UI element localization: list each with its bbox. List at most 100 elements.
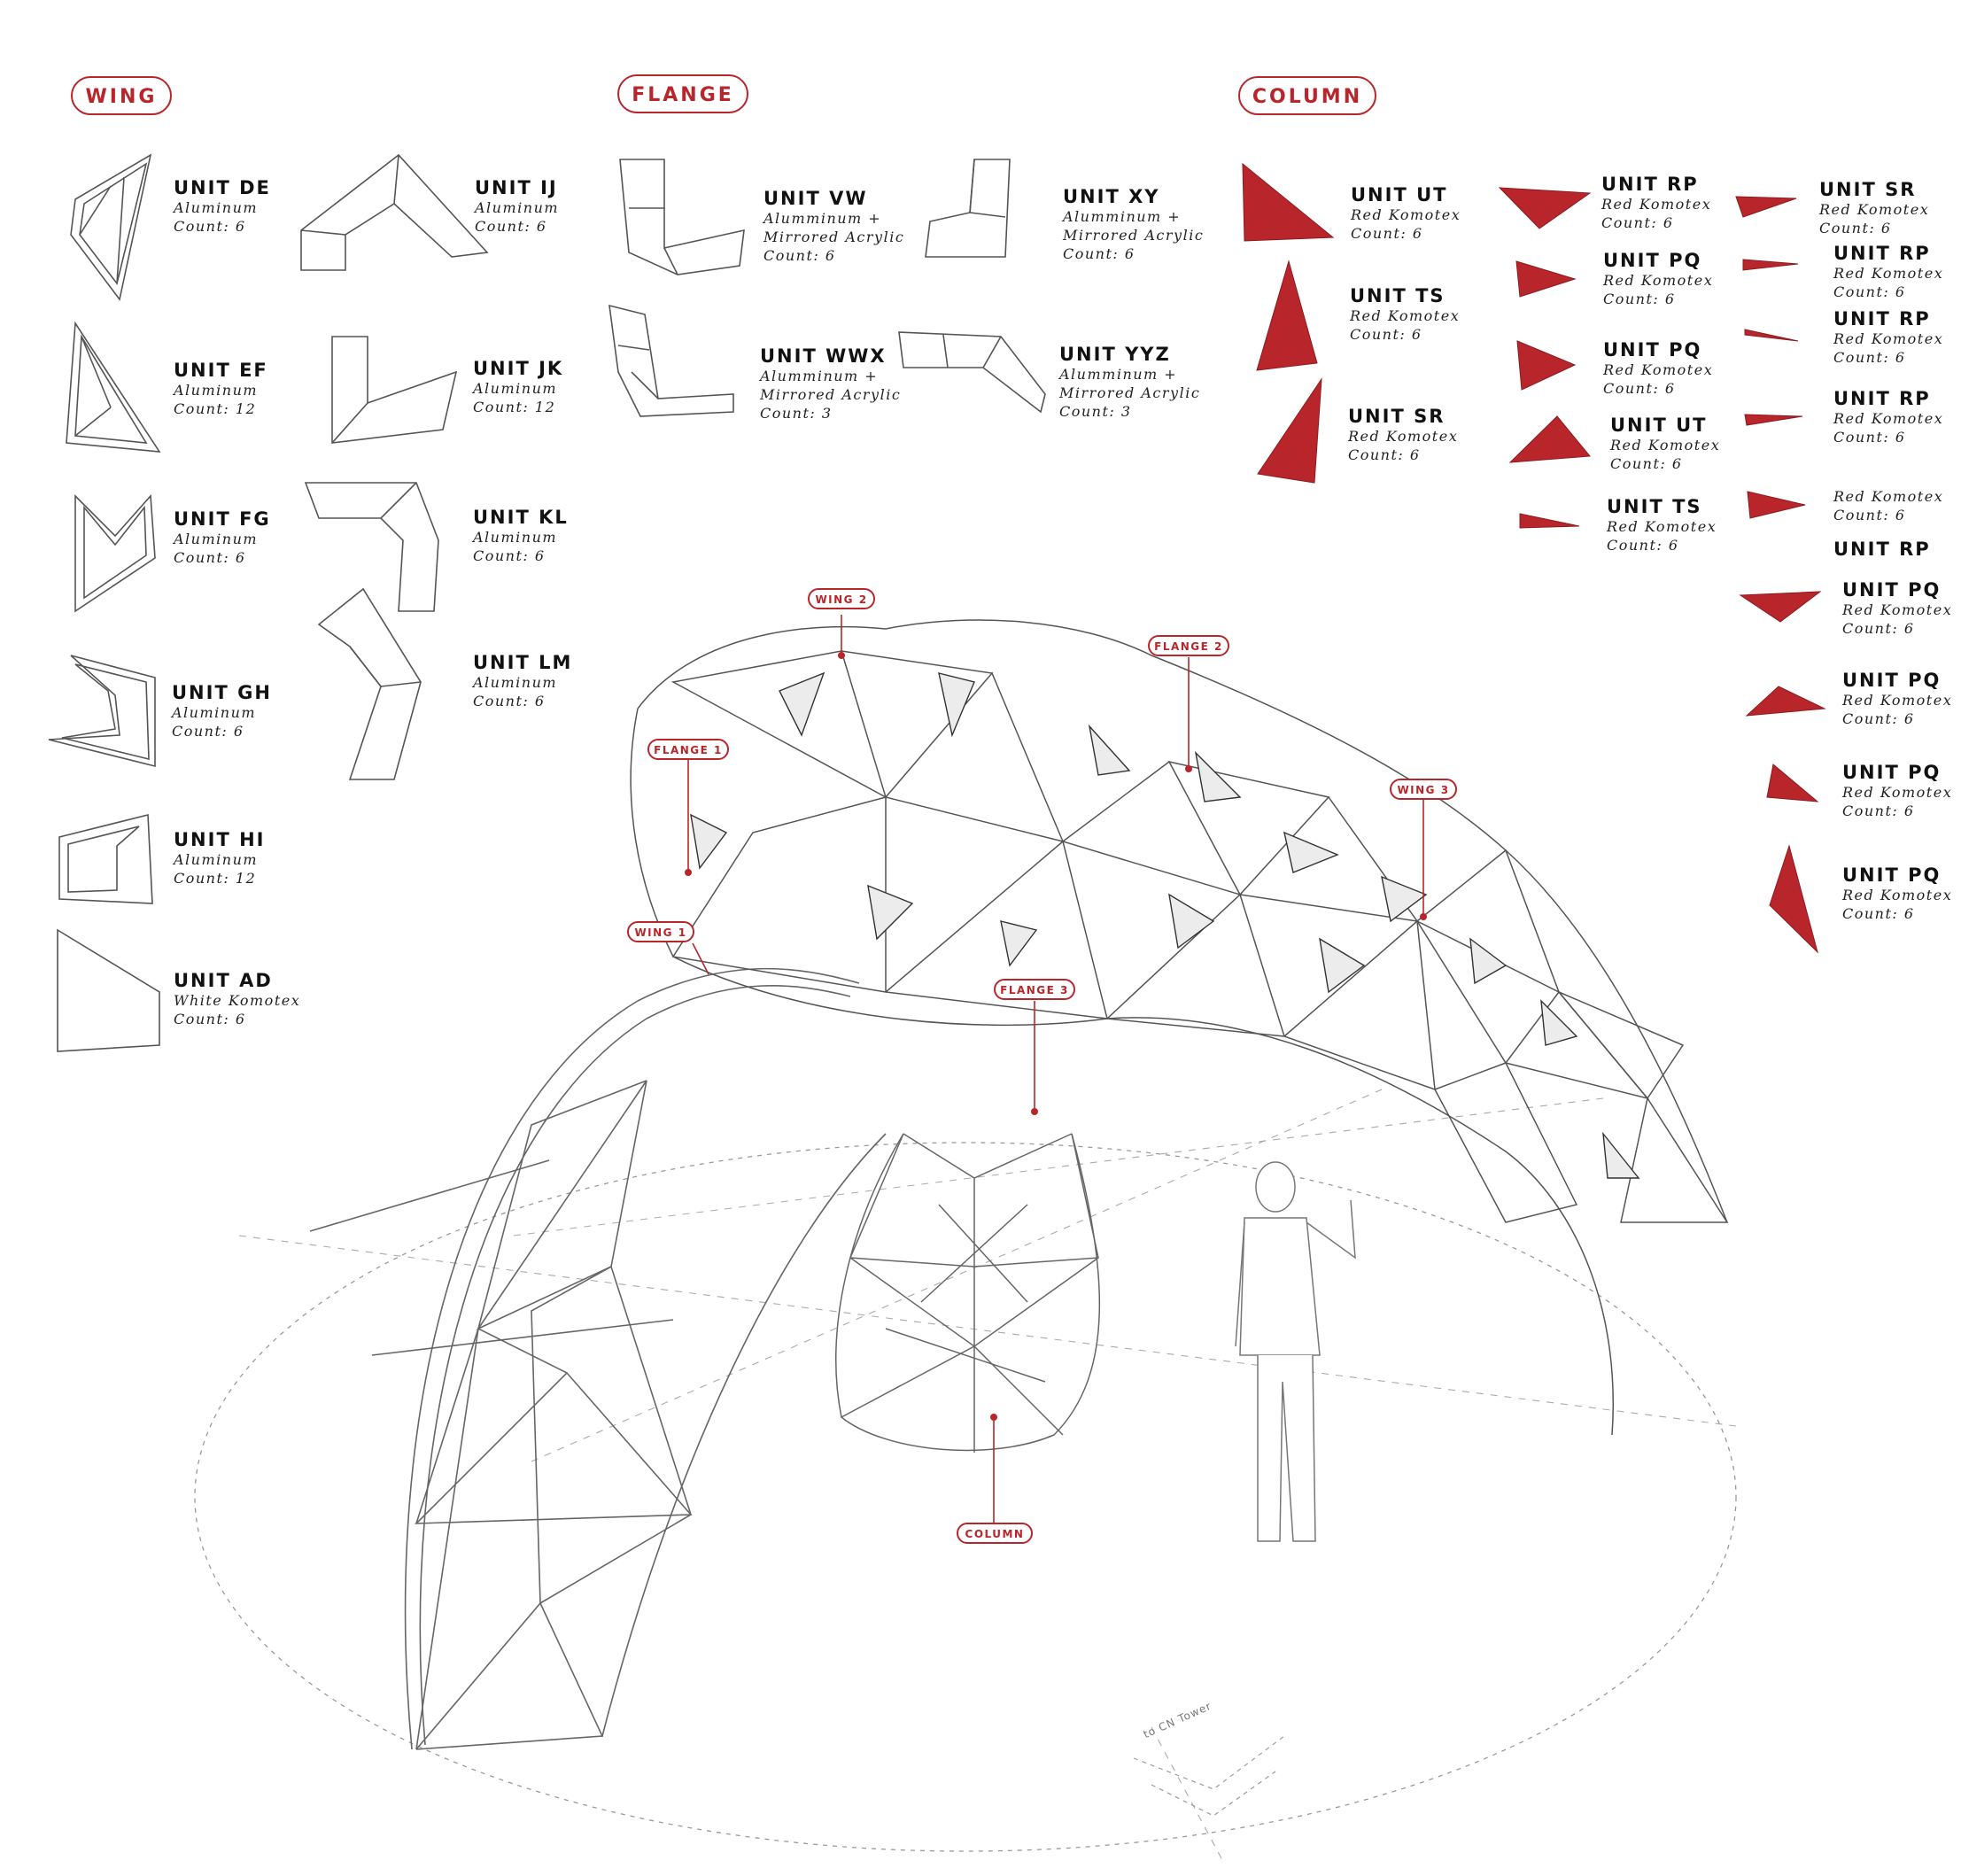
unit-name: UNIT FG bbox=[174, 508, 271, 530]
unit-name: UNIT UT bbox=[1610, 415, 1708, 436]
unit-count: Count: 6 bbox=[1601, 214, 1674, 231]
unit-material: Red Komotex bbox=[1833, 488, 1944, 505]
unit-ij-label: UNIT IJ Aluminum Count: 6 bbox=[475, 177, 559, 236]
unit-name: UNIT XY bbox=[1063, 186, 1160, 207]
unit-count: Count: 6 bbox=[1833, 429, 1906, 446]
unit-name: UNIT TS bbox=[1350, 285, 1446, 306]
unit-material: Aluminum bbox=[172, 704, 257, 721]
unit-material: Red Komotex bbox=[1842, 887, 1953, 903]
unit-count: Count: 6 bbox=[763, 247, 836, 264]
unit-pq-shape-1 bbox=[1515, 260, 1577, 298]
column-unit-pq-label-1: UNIT PQ Red Komotex Count: 6 bbox=[1603, 250, 1713, 308]
unit-name: UNIT YYZ bbox=[1059, 344, 1171, 365]
unit-count: Count: 12 bbox=[473, 399, 556, 415]
unit-name: UNIT RP bbox=[1833, 388, 1931, 409]
unit-xy-shape bbox=[925, 159, 1011, 258]
unit-fg-shape bbox=[74, 494, 156, 613]
unit-kl-shape bbox=[304, 482, 439, 612]
column-unit-sr-label-2: UNIT SR Red Komotex Count: 6 bbox=[1819, 179, 1929, 237]
unit-pq-shape-5 bbox=[1766, 764, 1819, 802]
unit-rp-shape-1 bbox=[1498, 187, 1592, 229]
unit-name: UNIT VW bbox=[763, 188, 868, 209]
callout-flange-1: FLANGE 1 bbox=[647, 739, 729, 760]
unit-material: Alumminum + bbox=[1063, 208, 1182, 225]
column-unit-ts-label: UNIT TS Red Komotex Count: 6 bbox=[1350, 285, 1460, 344]
pavilion-drawing bbox=[194, 615, 1737, 1861]
unit-name: UNIT RP bbox=[1833, 308, 1931, 329]
unit-rp-shape-3 bbox=[1744, 329, 1799, 342]
column-unit-pq-label-3: UNIT PQ Red Komotex Count: 6 bbox=[1842, 579, 1952, 638]
unit-name: UNIT WWX bbox=[760, 345, 887, 367]
unit-kl-label: UNIT KL Aluminum Count: 6 bbox=[473, 507, 569, 565]
unit-count: Count: 3 bbox=[760, 405, 833, 422]
unit-name: UNIT RP bbox=[1601, 174, 1699, 195]
unit-material: Red Komotex bbox=[1348, 428, 1459, 445]
unit-count: Count: 6 bbox=[1607, 537, 1679, 554]
unit-count: Count: 6 bbox=[174, 1011, 246, 1027]
unit-material-secondary: Mirrored Acrylic bbox=[1063, 227, 1205, 244]
callout-wing-2: WING 2 bbox=[808, 588, 875, 609]
unit-count: Count: 6 bbox=[1348, 446, 1421, 463]
unit-material: Aluminum bbox=[174, 531, 259, 547]
unit-xy-label: UNIT XY Alumminum + Mirrored Acrylic Cou… bbox=[1063, 186, 1204, 263]
unit-name: UNIT PQ bbox=[1842, 864, 1942, 886]
unit-count: Count: 6 bbox=[174, 549, 246, 566]
unit-material: Aluminum bbox=[174, 382, 259, 399]
wing-category-label: WING bbox=[71, 76, 172, 115]
unit-name: UNIT PQ bbox=[1842, 579, 1942, 601]
unit-material: Alumminum + bbox=[1059, 366, 1178, 383]
unit-count: Count: 6 bbox=[1833, 507, 1906, 523]
column-unit-rp-label-4: UNIT RP Red Komotex Count: 6 bbox=[1833, 388, 1943, 446]
unit-name: UNIT PQ bbox=[1842, 670, 1942, 691]
unit-gh-label: UNIT GH Aluminum Count: 6 bbox=[172, 682, 272, 740]
unit-material: White Komotex bbox=[174, 992, 301, 1009]
column-unit-ut-label-2: UNIT UT Red Komotex Count: 6 bbox=[1610, 415, 1720, 473]
unit-name: UNIT AD bbox=[174, 970, 273, 991]
unit-rp-shape-5 bbox=[1747, 491, 1806, 519]
unit-material: Alumminum + bbox=[763, 210, 882, 227]
unit-jk-shape bbox=[331, 336, 458, 444]
unit-hi-shape bbox=[58, 813, 153, 904]
unit-ut-shape bbox=[1242, 162, 1335, 242]
unit-name: UNIT SR bbox=[1348, 406, 1446, 427]
unit-count: Count: 6 bbox=[1842, 620, 1915, 637]
callout-flange-3: FLANGE 3 bbox=[994, 979, 1075, 1000]
unit-rp-shape-4 bbox=[1744, 414, 1803, 426]
unit-material: Aluminum bbox=[475, 199, 560, 216]
column-unit-rp-label: UNIT RP Red Komotex Count: 6 bbox=[1601, 174, 1711, 232]
callout-wing-1: WING 1 bbox=[627, 921, 694, 942]
unit-name: UNIT HI bbox=[174, 829, 266, 850]
unit-name: UNIT PQ bbox=[1603, 250, 1702, 271]
unit-material: Red Komotex bbox=[1351, 206, 1461, 223]
unit-wwx-shape bbox=[608, 304, 734, 417]
unit-count: Count: 6 bbox=[1842, 802, 1915, 819]
unit-material: Aluminum bbox=[174, 199, 259, 216]
unit-yyz-shape bbox=[898, 331, 1046, 414]
unit-name: UNIT RP bbox=[1833, 539, 1931, 560]
unit-material: Red Komotex bbox=[1842, 601, 1953, 618]
column-unit-rp-label-2: UNIT RP Red Komotex Count: 6 bbox=[1833, 243, 1943, 301]
unit-ts-shape-2 bbox=[1519, 513, 1580, 529]
unit-ad-shape bbox=[57, 928, 160, 1052]
column-unit-pq-label-2: UNIT PQ Red Komotex Count: 6 bbox=[1603, 339, 1713, 398]
unit-name: UNIT PQ bbox=[1603, 339, 1702, 360]
column-unit-pq-label-4: UNIT PQ Red Komotex Count: 6 bbox=[1842, 670, 1952, 728]
column-unit-rp-label-3: UNIT RP Red Komotex Count: 6 bbox=[1833, 308, 1943, 367]
unit-material-secondary: Mirrored Acrylic bbox=[763, 229, 905, 245]
unit-count: Count: 6 bbox=[1063, 245, 1136, 262]
flange-category-label: FLANGE bbox=[617, 74, 748, 113]
site-ellipse bbox=[194, 1142, 1737, 1852]
column-unit-ts-label-2: UNIT TS Red Komotex Count: 6 bbox=[1607, 496, 1717, 554]
unit-material: Red Komotex bbox=[1842, 692, 1953, 709]
unit-count: Count: 6 bbox=[172, 723, 244, 740]
unit-name: UNIT JK bbox=[473, 358, 564, 379]
unit-name: UNIT TS bbox=[1607, 496, 1702, 517]
column-unit-pq-label-5: UNIT PQ Red Komotex Count: 6 bbox=[1842, 762, 1952, 820]
unit-material: Red Komotex bbox=[1833, 330, 1944, 347]
unit-material-secondary: Mirrored Acrylic bbox=[760, 386, 902, 403]
unit-material: Red Komotex bbox=[1610, 437, 1721, 453]
unit-sr-shape bbox=[1257, 377, 1322, 484]
human-scale-figure bbox=[1235, 1161, 1356, 1542]
unit-material: Aluminum bbox=[473, 674, 558, 691]
unit-ef-label: UNIT EF Aluminum Count: 12 bbox=[174, 360, 268, 418]
